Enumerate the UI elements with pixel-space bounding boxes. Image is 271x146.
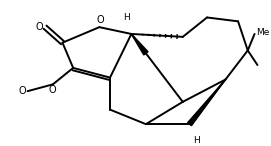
Text: O: O (36, 22, 43, 32)
Text: O: O (19, 86, 27, 96)
Text: O: O (96, 15, 104, 25)
Text: H: H (193, 136, 200, 145)
Text: O: O (49, 85, 57, 95)
Polygon shape (131, 34, 148, 55)
Text: Me: Me (256, 28, 270, 38)
Polygon shape (188, 80, 225, 126)
Text: H: H (123, 13, 130, 22)
